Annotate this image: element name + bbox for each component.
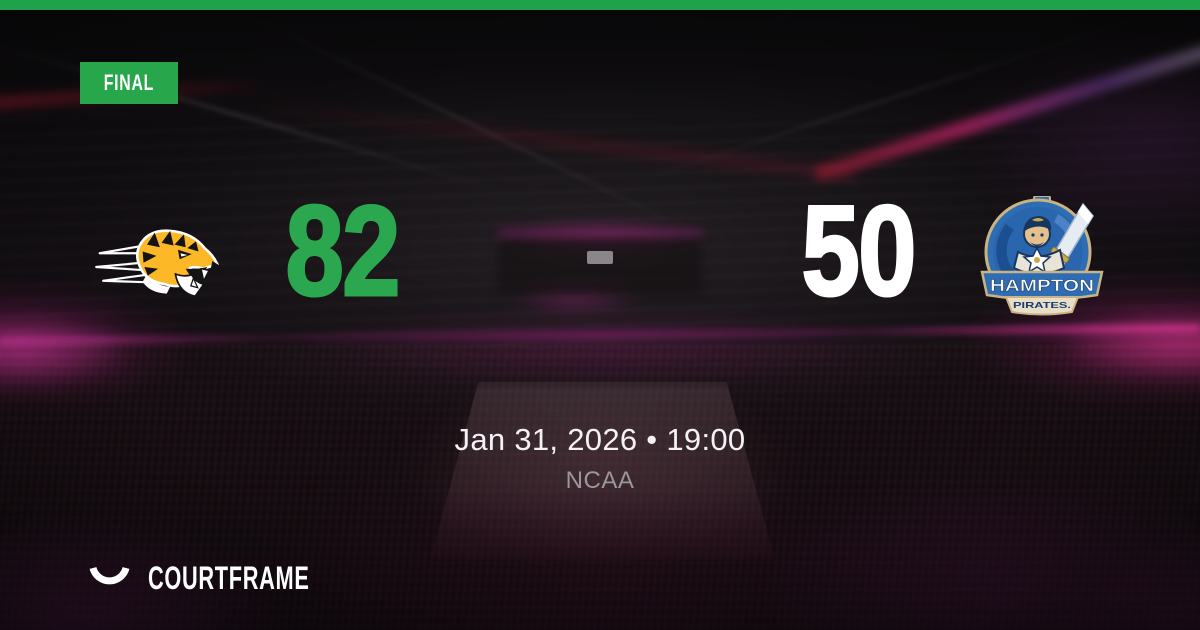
- home-score: 82: [222, 180, 462, 323]
- accent-top-bar: [0, 0, 1200, 10]
- status-badge-label: FINAL: [103, 70, 154, 95]
- home-team-logo: [94, 224, 224, 310]
- game-datetime: Jan 31, 2026 • 19:00: [454, 422, 746, 457]
- league-label: NCAA: [565, 467, 635, 494]
- home-score-value: 82: [284, 180, 402, 323]
- crest-title-text: HAMPTON: [990, 276, 1094, 295]
- arc-smile-icon: [88, 564, 131, 594]
- away-score: 50: [738, 180, 978, 323]
- away-team-logo: HAMPTON PIRATES.: [980, 196, 1104, 318]
- crest-subtitle-text: PIRATES.: [1013, 300, 1071, 310]
- status-badge: FINAL: [80, 62, 178, 104]
- brand-name: COURTFRAME: [148, 560, 310, 596]
- hampton-pirates-crest: HAMPTON PIRATES.: [980, 196, 1104, 316]
- score-separator-dash: [587, 251, 613, 264]
- brand-footer: COURTFRAME: [88, 560, 386, 597]
- away-score-value: 50: [800, 180, 918, 323]
- tiger-head-logo: [95, 229, 220, 298]
